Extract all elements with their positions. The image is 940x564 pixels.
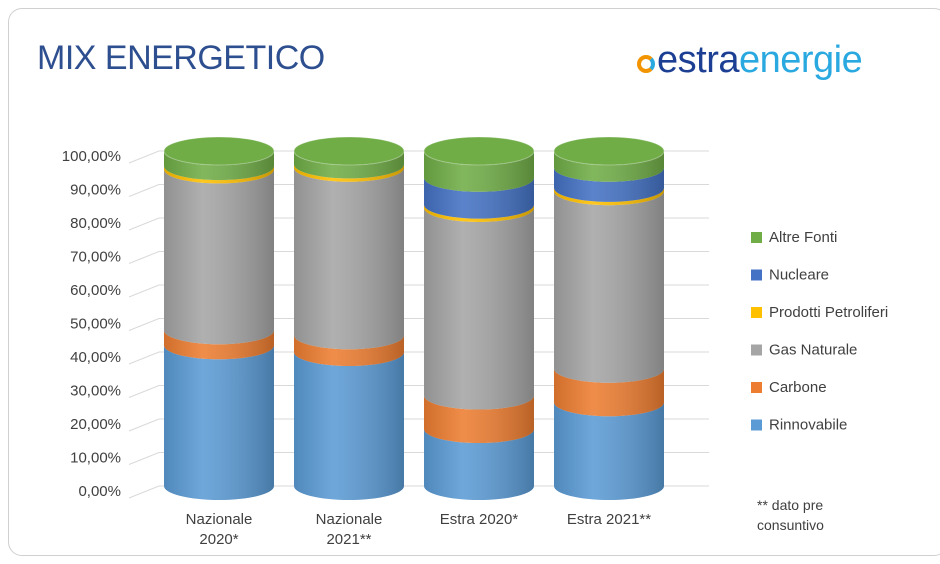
segment <box>554 191 664 383</box>
segment <box>164 345 274 500</box>
legend-label: Carbone <box>769 379 827 396</box>
chart: 0,00% 10,00% 20,00% 30,00% 40,00% 50,00% 60,00… <box>62 136 888 500</box>
card: MIX ENERGETICO estraenergie 0,00% 10,00% 2… <box>8 8 940 556</box>
y-tick-label: 90,00% <box>70 181 121 198</box>
segment <box>554 402 664 500</box>
cylinder-top <box>163 136 275 166</box>
x-tick-label: Nazionale 2021** <box>315 511 383 548</box>
legend-label: Gas Naturale <box>769 341 857 358</box>
legend-label: Prodotti Petroliferi <box>769 304 888 321</box>
legend-swatch <box>751 419 762 431</box>
x-tick-label: Estra 2021** <box>566 511 652 528</box>
legend-swatch <box>751 269 762 281</box>
logo-part: estra <box>657 39 739 81</box>
y-tick-label: 40,00% <box>70 349 121 366</box>
y-tick-label: 50,00% <box>70 315 121 332</box>
x-tick-label: Nazionale 2020* <box>185 511 253 548</box>
legend-swatch <box>751 232 762 243</box>
y-tick-label: 30,00% <box>70 382 121 399</box>
legend-label: Rinnovabile <box>769 416 847 433</box>
y-tick-label: 70,00% <box>70 248 121 265</box>
cylinder <box>293 136 405 500</box>
note: ** dato pre consuntivo <box>757 497 824 533</box>
y-tick-label: 20,00% <box>70 416 121 433</box>
legend-label: Altre Fonti <box>769 229 837 246</box>
cylinder-top <box>553 136 665 166</box>
cylinder-top <box>293 136 405 166</box>
cylinder-top <box>423 136 535 166</box>
segment <box>424 207 534 410</box>
y-tick-label: 100,00% <box>62 148 121 165</box>
logo-part: energie <box>738 39 863 81</box>
segment <box>294 167 404 350</box>
legend-swatch <box>751 307 762 318</box>
title: MIX ENERGETICO <box>37 39 325 77</box>
y-tick-label: 10,00% <box>70 449 121 466</box>
cylinder <box>423 136 535 500</box>
x-tick-label: Estra 2020* <box>439 511 519 528</box>
segment <box>164 169 274 345</box>
y-tick-label: 60,00% <box>70 282 121 299</box>
cylinder <box>553 136 665 500</box>
legend-swatch <box>751 382 762 393</box>
y-tick-label: 0,00% <box>78 483 121 500</box>
legend-swatch <box>751 344 762 356</box>
logo-mark <box>637 55 655 73</box>
y-tick-label: 80,00% <box>70 215 121 232</box>
cylinder <box>163 136 275 500</box>
logo: estraenergie <box>637 39 863 82</box>
legend-label: Nucleare <box>769 266 829 283</box>
segment <box>294 352 404 500</box>
